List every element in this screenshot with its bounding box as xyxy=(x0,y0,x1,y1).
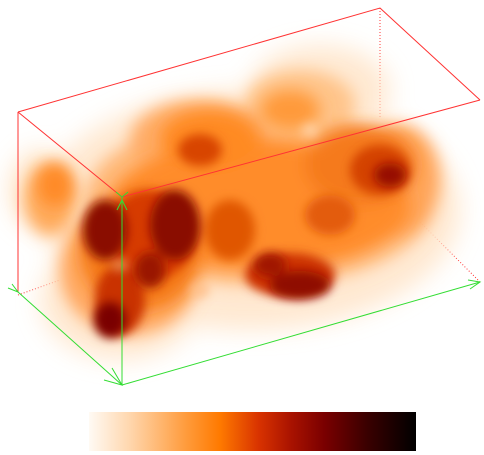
z-axis-arrow-icon xyxy=(116,198,128,211)
colorbar-gradient xyxy=(89,412,416,451)
axis-lines xyxy=(17,197,481,386)
y-axis-arrow-icon xyxy=(103,367,124,386)
x-axis-arrow-icon xyxy=(467,279,482,290)
bounding-box-front-edges xyxy=(17,7,481,292)
axis-arrowheads xyxy=(7,191,482,386)
top-marker-icon xyxy=(115,191,129,198)
volume-density-render xyxy=(10,45,460,360)
colorbar xyxy=(89,412,416,451)
origin-marker-icon xyxy=(7,283,20,294)
bounding-box-back-edges xyxy=(17,8,481,296)
